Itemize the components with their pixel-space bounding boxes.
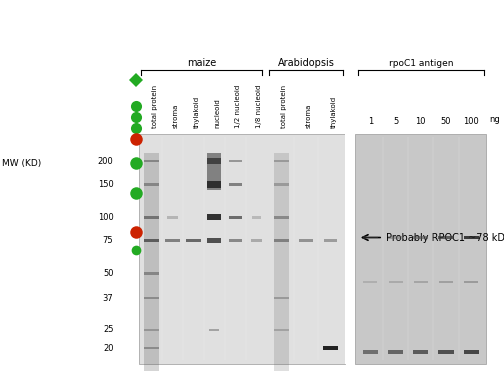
Bar bbox=[388, 236, 403, 239]
Text: thylakoid: thylakoid bbox=[194, 96, 200, 128]
Bar bbox=[229, 216, 241, 219]
Text: total protein: total protein bbox=[152, 85, 158, 128]
Bar bbox=[144, 160, 159, 162]
Bar bbox=[144, 183, 159, 186]
Bar bbox=[464, 350, 479, 354]
Bar bbox=[207, 214, 221, 220]
Text: 100: 100 bbox=[98, 213, 113, 222]
Bar bbox=[274, 329, 289, 331]
Bar bbox=[274, 183, 289, 186]
Text: 25: 25 bbox=[103, 325, 113, 334]
Bar bbox=[324, 239, 337, 242]
Text: 20: 20 bbox=[103, 344, 113, 352]
Bar bbox=[299, 239, 313, 242]
Bar bbox=[274, 160, 289, 162]
Bar bbox=[413, 350, 428, 354]
Bar bbox=[144, 329, 159, 331]
Bar bbox=[229, 160, 241, 162]
Text: 200: 200 bbox=[98, 157, 113, 165]
Bar bbox=[144, 297, 159, 299]
Bar bbox=[207, 181, 221, 188]
Bar bbox=[324, 346, 338, 350]
Bar bbox=[464, 281, 478, 283]
Bar bbox=[207, 239, 221, 243]
Bar bbox=[345, 134, 355, 364]
Bar bbox=[438, 350, 454, 354]
Text: 100: 100 bbox=[463, 117, 479, 126]
Text: total protein: total protein bbox=[281, 85, 287, 128]
Bar bbox=[438, 236, 454, 239]
Text: Arabidopsis: Arabidopsis bbox=[278, 58, 335, 68]
Bar bbox=[207, 153, 221, 190]
Text: rpoC1 antigen: rpoC1 antigen bbox=[389, 59, 453, 68]
Bar bbox=[274, 297, 289, 299]
Bar bbox=[274, 153, 289, 371]
Bar bbox=[363, 236, 378, 239]
Bar bbox=[355, 134, 486, 364]
Text: 1/2 nucleoid: 1/2 nucleoid bbox=[235, 85, 241, 128]
Bar bbox=[144, 239, 159, 242]
Bar bbox=[274, 239, 289, 242]
Text: ng: ng bbox=[489, 115, 499, 124]
Bar bbox=[414, 281, 428, 283]
Text: 50: 50 bbox=[103, 269, 113, 278]
Bar bbox=[186, 239, 201, 242]
Bar bbox=[167, 216, 177, 219]
Text: stroma: stroma bbox=[172, 104, 178, 128]
Text: Probably RPOC1 ~78 kDa: Probably RPOC1 ~78 kDa bbox=[386, 233, 504, 243]
Text: stroma: stroma bbox=[306, 104, 312, 128]
Bar bbox=[144, 153, 159, 371]
Text: 37: 37 bbox=[103, 293, 113, 303]
Text: 1: 1 bbox=[368, 117, 373, 126]
Bar bbox=[207, 158, 221, 164]
Bar bbox=[139, 134, 345, 364]
Bar bbox=[251, 216, 261, 219]
Text: nucleoid: nucleoid bbox=[214, 98, 220, 128]
Text: thylakoid: thylakoid bbox=[331, 96, 337, 128]
Bar bbox=[165, 239, 179, 242]
Text: 150: 150 bbox=[98, 180, 113, 189]
Text: 10: 10 bbox=[416, 117, 426, 126]
Bar bbox=[389, 281, 403, 283]
Bar bbox=[144, 216, 159, 219]
Bar bbox=[363, 281, 377, 283]
Bar bbox=[464, 236, 479, 239]
Bar bbox=[388, 350, 403, 354]
Text: 1/8 nucleoid: 1/8 nucleoid bbox=[256, 85, 262, 128]
Text: 5: 5 bbox=[393, 117, 398, 126]
Bar bbox=[229, 183, 241, 186]
Bar bbox=[209, 329, 219, 331]
Text: 50: 50 bbox=[441, 117, 451, 126]
Bar bbox=[363, 350, 378, 354]
Bar bbox=[439, 281, 453, 283]
Text: maize: maize bbox=[187, 58, 216, 68]
Bar bbox=[274, 216, 289, 219]
Bar bbox=[229, 239, 241, 242]
Bar bbox=[144, 272, 159, 275]
Text: MW (KD): MW (KD) bbox=[2, 159, 41, 168]
Bar bbox=[250, 239, 262, 242]
Bar bbox=[413, 236, 428, 239]
Bar bbox=[144, 347, 159, 349]
Text: 75: 75 bbox=[103, 236, 113, 245]
